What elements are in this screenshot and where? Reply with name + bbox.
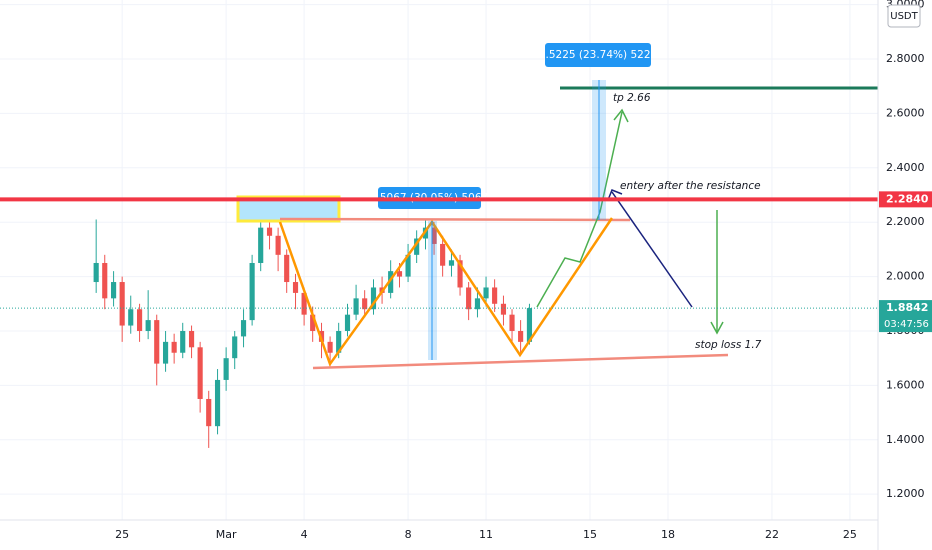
- candle-body: [388, 271, 394, 293]
- x-tick-label: 15: [583, 528, 597, 541]
- candle-body: [457, 260, 463, 288]
- y-tick-label: 2.4000: [886, 161, 925, 174]
- candle-body: [526, 308, 533, 342]
- y-tick-label: 1.2000: [886, 487, 925, 500]
- y-tick-label: 2.8000: [886, 52, 925, 65]
- candle-body: [111, 282, 117, 299]
- arrowhead: [607, 189, 623, 201]
- candle-body: [249, 262, 255, 321]
- candle-body: [362, 298, 368, 310]
- measure-label-box: [545, 43, 651, 67]
- arrowhead: [613, 108, 629, 123]
- candle-body: [483, 287, 489, 299]
- measure-label: 0.5225 (23.74%) 5225: [539, 49, 657, 61]
- note: entery after the resistance: [620, 180, 761, 192]
- support-trendline: [312, 353, 729, 370]
- candle-body: [232, 336, 238, 359]
- candle-body: [266, 227, 273, 236]
- currency: USDT: [890, 11, 918, 22]
- price-label-box: [879, 300, 932, 333]
- candle-body: [474, 298, 481, 310]
- x-tick-label: 25: [115, 528, 129, 541]
- candle-body: [353, 298, 359, 315]
- candle-body: [137, 309, 143, 331]
- candle-body: [370, 287, 377, 310]
- y-tick-label: 2.2000: [886, 215, 925, 228]
- y-tick-label: 1.6000: [886, 378, 925, 391]
- candle-body: [180, 330, 186, 353]
- candle-body: [128, 309, 134, 326]
- drop-arrow: [611, 191, 693, 308]
- x-tick-label: 25: [843, 528, 857, 541]
- projection-arrow: [536, 111, 623, 308]
- candle-body: [301, 292, 307, 315]
- candle-body: [171, 341, 177, 353]
- x-tick-label: 18: [661, 528, 675, 541]
- price-label: 2.2840: [886, 192, 929, 205]
- x-tick-label: 11: [479, 528, 493, 541]
- candle-body: [448, 260, 455, 266]
- candle-body: [93, 262, 99, 283]
- x-tick-label: 8: [405, 528, 412, 541]
- candle-body: [466, 287, 472, 310]
- y-tick-label: 2.0000: [886, 270, 925, 283]
- candle-body: [327, 341, 333, 353]
- candle-body: [240, 320, 247, 337]
- note: stop loss 1.7: [695, 339, 762, 351]
- candle-body: [405, 254, 411, 277]
- candle-body: [284, 254, 290, 283]
- candle-body: [223, 358, 229, 380]
- candle-body: [119, 282, 125, 326]
- candle-body: [336, 330, 342, 353]
- candle-body: [310, 314, 316, 331]
- candle-body: [344, 314, 351, 331]
- price-label: 1.8842: [886, 301, 928, 314]
- price-label-box: [879, 191, 932, 208]
- candle-body: [214, 379, 221, 427]
- candle-body: [154, 320, 160, 364]
- candle-body: [197, 347, 203, 399]
- candle-body: [431, 227, 437, 244]
- candle-body: [258, 227, 264, 263]
- y-tick-label: 2.6000: [886, 106, 925, 119]
- x-tick-label: 4: [301, 528, 308, 541]
- candle-body: [102, 262, 108, 299]
- currency-box[interactable]: [887, 4, 921, 28]
- candle-body: [188, 330, 195, 348]
- candle-body: [396, 271, 403, 277]
- candle-body: [414, 238, 420, 255]
- note: tp 2.66: [613, 92, 651, 104]
- candle-body: [500, 303, 507, 315]
- candle-body: [292, 282, 299, 293]
- arrowhead: [710, 321, 724, 335]
- candle-body: [518, 330, 524, 342]
- candle-body: [509, 314, 515, 331]
- y-tick-label: 1.4000: [886, 433, 925, 446]
- countdown: 03:47:56: [884, 319, 929, 330]
- candle-body: [440, 243, 446, 266]
- x-tick-label: Mar: [216, 528, 237, 541]
- candle-body: [145, 320, 151, 331]
- candle-body: [275, 235, 281, 255]
- candle-body: [162, 341, 169, 364]
- candle-body: [206, 398, 212, 427]
- candle-body: [492, 287, 498, 304]
- resistance-trendline: [279, 217, 631, 222]
- x-tick-label: 22: [765, 528, 779, 541]
